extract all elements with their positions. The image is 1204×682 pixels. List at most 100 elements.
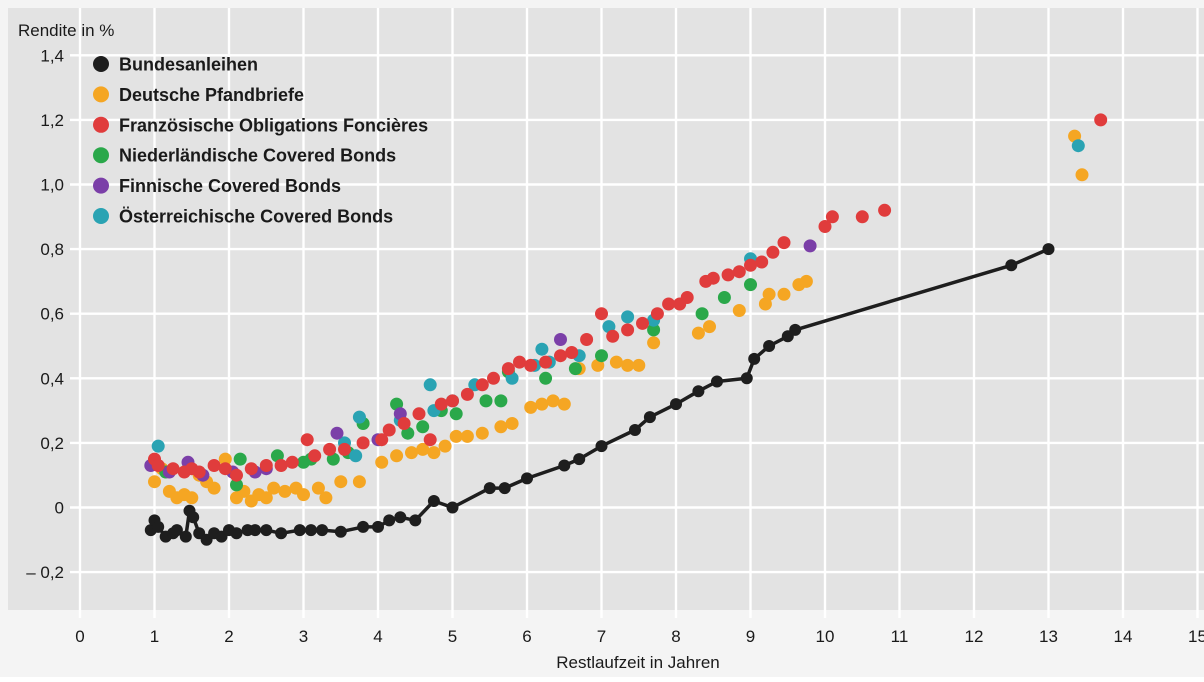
data-point [647,323,661,337]
data-point [636,316,649,330]
legend-item: Französische Obligations Foncières [93,115,428,135]
y-tick-label: 0,2 [40,434,64,453]
x-tick-label: 8 [671,627,680,646]
data-point [695,307,709,321]
legend-item: Deutsche Pfandbriefe [93,85,304,105]
data-point [706,271,720,285]
legend-marker [93,86,109,103]
data-point [721,268,735,282]
data-point [334,525,347,538]
legend-marker [93,208,109,224]
data-point [621,323,635,337]
data-point [427,446,441,460]
legend-item: Bundesanleihen [93,55,258,75]
data-point [349,449,363,463]
data-point [218,452,232,466]
data-point [390,449,404,463]
legend-item: Österreichische Covered Bonds [93,207,393,227]
data-point [416,420,430,434]
data-point [539,371,553,385]
data-point [330,426,344,440]
data-point [498,482,511,495]
data-point [1075,168,1089,182]
legend-item: Niederländische Covered Bonds [93,146,396,166]
x-tick-label: 14 [1114,627,1133,646]
data-point [297,488,310,502]
y-tick-label: 1,2 [40,111,64,130]
y-tick-label: 1,0 [40,176,64,195]
data-point [275,527,288,540]
data-point [546,394,560,408]
x-tick-label: 0 [75,627,84,646]
data-point [409,514,422,527]
data-point [446,501,459,514]
data-point [300,433,314,447]
data-point [554,333,567,346]
data-point [427,495,440,507]
data-point [244,462,258,476]
data-point [230,478,243,492]
data-point [643,411,656,424]
data-point [799,274,813,288]
data-point [151,459,165,472]
data-point [356,436,370,450]
data-point [412,407,426,421]
data-point [338,442,351,456]
data-point [692,385,705,398]
data-point [703,320,716,334]
data-point [629,424,641,436]
data-point [568,362,582,376]
y-tick-label: 0,8 [40,240,64,259]
series-bundesanleihen [144,243,1055,546]
data-point [524,358,538,372]
data-point [565,346,579,359]
grid-lines [70,8,1204,618]
data-point [521,472,533,485]
data-point [383,514,396,527]
data-point [777,287,791,301]
data-point [539,355,553,369]
data-point [446,394,459,408]
data-point [278,484,292,498]
data-point [218,462,232,476]
y-tick-label: 1,4 [40,46,64,65]
data-point [230,468,243,482]
data-point [501,362,515,376]
data-point [494,420,508,434]
data-point [732,265,746,279]
data-point [580,333,594,346]
y-axis-label: Rendite in % [18,21,114,40]
data-point [744,258,757,272]
data-point [1094,113,1108,127]
data-point [479,394,493,408]
data-point [595,440,608,453]
data-point [573,453,586,466]
legend-marker [93,56,109,72]
data-point [650,307,664,321]
data-point [662,297,676,311]
data-point [249,524,262,537]
data-point [763,340,776,352]
data-point [233,452,247,466]
data-point [207,481,221,495]
y-tick-label: 0 [55,499,64,518]
data-point [449,407,463,421]
data-point [460,387,474,401]
data-point [647,336,661,350]
x-tick-label: 7 [597,627,606,646]
legend-marker [93,147,109,164]
data-point [606,329,620,343]
data-point [1071,139,1085,153]
data-point [148,475,161,489]
data-point [394,511,407,524]
legend-marker [93,116,109,133]
legend-label: Deutsche Pfandbriefe [119,85,304,105]
data-point [187,511,200,524]
x-tick-label: 15 [1188,627,1204,646]
data-point [192,465,206,479]
x-tick-label: 4 [373,627,382,646]
x-tick-label: 9 [746,627,755,646]
data-point [423,433,437,447]
series-franz-sische-obligations-fonci-res [148,113,1108,482]
